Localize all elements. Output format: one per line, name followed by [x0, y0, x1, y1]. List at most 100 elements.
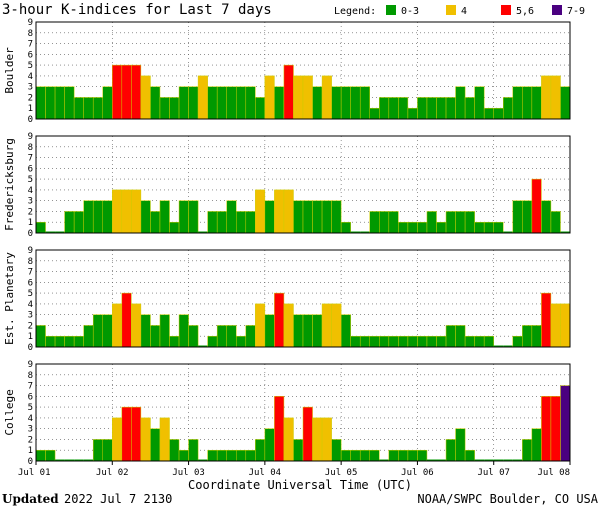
- k-bar: [398, 97, 409, 120]
- x-tick-label: Jul 08: [537, 468, 570, 478]
- y-tick-label: 8: [28, 257, 33, 267]
- panel-label: Est. Planetary: [3, 252, 16, 345]
- k-bar: [255, 189, 266, 234]
- k-bar: [379, 459, 389, 461]
- k-bar: [64, 459, 75, 461]
- k-bar: [398, 449, 409, 462]
- k-bar: [493, 459, 504, 461]
- k-bar: [150, 428, 161, 462]
- k-bar: [445, 97, 456, 120]
- k-bar: [121, 64, 132, 120]
- k-bar: [102, 439, 113, 462]
- k-bar: [45, 86, 56, 120]
- panel-label: Fredericksburg: [3, 138, 16, 231]
- legend-swatch-7-9: [552, 5, 562, 15]
- k-bar: [312, 86, 323, 120]
- panels: 0123456789Boulder0123456789Fredericksbur…: [3, 18, 571, 478]
- k-bar: [35, 86, 46, 120]
- y-tick-label: 9: [28, 360, 33, 370]
- y-tick-label: 0: [28, 229, 33, 239]
- y-tick-label: 7: [28, 154, 33, 164]
- k-bar: [188, 200, 199, 234]
- k-bar: [541, 200, 552, 234]
- k-bar: [407, 335, 418, 348]
- k-bar: [283, 417, 294, 462]
- k-bar: [379, 97, 390, 120]
- k-bar: [197, 75, 208, 120]
- k-bar: [45, 231, 56, 233]
- legend-item-5-6: 5,6: [516, 6, 534, 17]
- k-bar: [369, 211, 380, 234]
- k-bar: [312, 314, 323, 348]
- y-tick-label: 3: [28, 425, 33, 435]
- panel-frame: [35, 249, 571, 348]
- k-bar: [483, 335, 494, 348]
- k-bar: [503, 97, 514, 120]
- k-bar: [417, 335, 428, 348]
- k-bar: [45, 449, 56, 462]
- legend-label: Legend:: [334, 6, 376, 17]
- y-tick-label: 9: [28, 18, 33, 28]
- k-bar: [321, 75, 332, 120]
- updated-value: 2022 Jul 7 2130: [64, 492, 172, 506]
- k-bar: [359, 86, 371, 120]
- k-bar: [255, 439, 266, 462]
- k-bar: [321, 303, 332, 348]
- k-bar: [522, 439, 533, 462]
- k-bar: [283, 64, 294, 120]
- legend-item-4: 4: [461, 6, 467, 17]
- k-bar: [112, 64, 123, 120]
- x-tick-label: Jul 02: [96, 468, 129, 478]
- k-bar: [226, 449, 237, 462]
- panel-label: Boulder: [3, 47, 16, 94]
- x-tick-label: Jul 06: [401, 468, 434, 478]
- k-bar: [140, 75, 151, 120]
- k-bar: [121, 406, 132, 462]
- k-bar: [121, 189, 132, 234]
- k-bar: [436, 459, 447, 461]
- k-bar: [226, 200, 237, 234]
- k-bar: [236, 211, 247, 234]
- y-tick-label: 3: [28, 83, 33, 93]
- y-tick-label: 4: [28, 72, 33, 82]
- k-bar: [159, 97, 170, 120]
- y-tick-label: 8: [28, 371, 33, 381]
- x-tick-label: Jul 03: [172, 468, 205, 478]
- k-bar: [140, 200, 151, 234]
- k-bar: [455, 211, 466, 234]
- k-bar: [207, 86, 218, 120]
- updated-label: Updated: [2, 492, 59, 506]
- k-bar: [388, 335, 399, 348]
- k-bar: [140, 417, 151, 462]
- k-bar: [512, 335, 523, 348]
- k-bar: [484, 459, 494, 461]
- k-bar: [369, 335, 380, 348]
- k-bar: [474, 221, 485, 234]
- k-bar: [407, 221, 418, 234]
- k-bar: [464, 449, 475, 462]
- k-bar: [293, 75, 304, 120]
- k-bar: [54, 86, 65, 120]
- k-bar: [464, 97, 475, 120]
- chart-title: 3-hour K-indices for Last 7 days: [2, 2, 272, 18]
- k-bar: [216, 449, 227, 462]
- y-tick-label: 3: [28, 311, 33, 321]
- k-bar: [178, 200, 189, 234]
- y-tick-label: 0: [28, 115, 33, 125]
- k-bar: [207, 449, 218, 462]
- k-bar: [455, 325, 466, 348]
- y-tick-label: 6: [28, 50, 33, 60]
- y-tick-label: 9: [28, 132, 33, 142]
- k-bar: [503, 459, 513, 461]
- legend-item-7-9: 7-9: [567, 6, 585, 17]
- y-tick-label: 1: [28, 104, 33, 114]
- x-axis-title: Coordinate Universal Time (UTC): [188, 478, 412, 492]
- k-bar: [216, 211, 227, 234]
- k-bar: [245, 211, 256, 234]
- k-bar: [102, 314, 113, 348]
- k-bar: [302, 314, 313, 348]
